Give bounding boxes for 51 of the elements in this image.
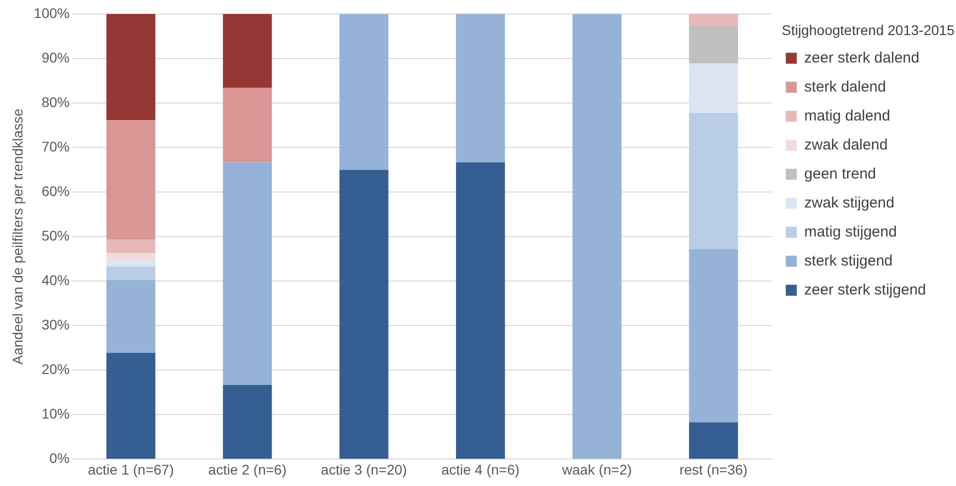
bar	[106, 280, 156, 353]
bar	[339, 170, 388, 459]
y-tick-label: 100%	[34, 4, 70, 21]
legend-label: zeer sterk dalend	[804, 49, 920, 66]
bar	[106, 253, 156, 260]
legend-title: Stijghoogtetrend 2013-2015	[782, 22, 955, 38]
bar	[222, 14, 272, 88]
x-tick-label: actie 4 (n=6)	[441, 461, 520, 478]
x-tick-label: actie 2 (n=6)	[208, 461, 287, 478]
legend-label: geen trend	[804, 165, 876, 182]
bar	[689, 14, 738, 26]
legend-label: zwak dalend	[804, 136, 888, 154]
bar	[689, 112, 738, 250]
bar	[456, 14, 505, 162]
legend-label: sterk stijgend	[804, 252, 893, 270]
y-tick-label: 90%	[42, 49, 70, 66]
y-tick-label: 20%	[42, 361, 70, 378]
bar	[106, 260, 156, 266]
x-tick-label: actie 3 (n=20)	[320, 461, 407, 478]
x-tick-label: rest (n=36)	[679, 461, 748, 478]
bar	[106, 120, 156, 240]
y-tick-label: 10%	[42, 406, 70, 422]
y-tick-label: 70%	[42, 138, 70, 154]
y-tick-label: 50%	[42, 227, 70, 244]
bar	[106, 266, 156, 280]
bar	[222, 162, 272, 385]
bar	[689, 63, 738, 113]
legend-label: matig stijgend	[804, 223, 897, 240]
bar	[689, 249, 738, 422]
x-tick-label: actie 1 (n=67)	[88, 461, 174, 478]
legend-label: zwak stijgend	[804, 194, 894, 212]
bar	[339, 14, 388, 170]
legend-label: sterk dalend	[804, 78, 886, 96]
y-axis-title: Aandeel van de peilfilters per trendklasse	[9, 108, 26, 365]
y-tick-label: 40%	[42, 272, 70, 288]
bar	[106, 352, 156, 459]
x-tick-label: waak (n=2)	[561, 461, 632, 478]
bar	[572, 14, 622, 459]
legend-label: zeer sterk stijgend	[804, 281, 926, 298]
bar	[222, 384, 272, 459]
bar	[222, 88, 272, 162]
bar	[689, 26, 738, 64]
bar	[106, 240, 156, 254]
y-tick-label: 60%	[42, 182, 70, 199]
y-tick-label: 30%	[42, 316, 70, 332]
y-tick-label: 0%	[49, 450, 70, 466]
bar	[106, 14, 156, 120]
bar	[689, 422, 738, 459]
bar	[456, 162, 505, 459]
y-tick-label: 80%	[42, 94, 70, 110]
legend-label: matig dalend	[804, 107, 890, 124]
